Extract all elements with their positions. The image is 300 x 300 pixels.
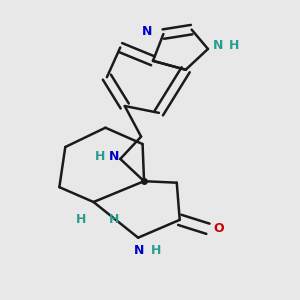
Text: N: N (213, 40, 224, 52)
Text: H: H (151, 244, 161, 257)
Text: O: O (213, 222, 224, 235)
Text: H: H (109, 213, 119, 226)
Text: H: H (76, 213, 86, 226)
Text: H: H (230, 40, 240, 52)
Text: N: N (134, 244, 144, 257)
Text: N: N (142, 25, 152, 38)
Text: N: N (109, 150, 119, 163)
Text: H: H (95, 150, 105, 163)
